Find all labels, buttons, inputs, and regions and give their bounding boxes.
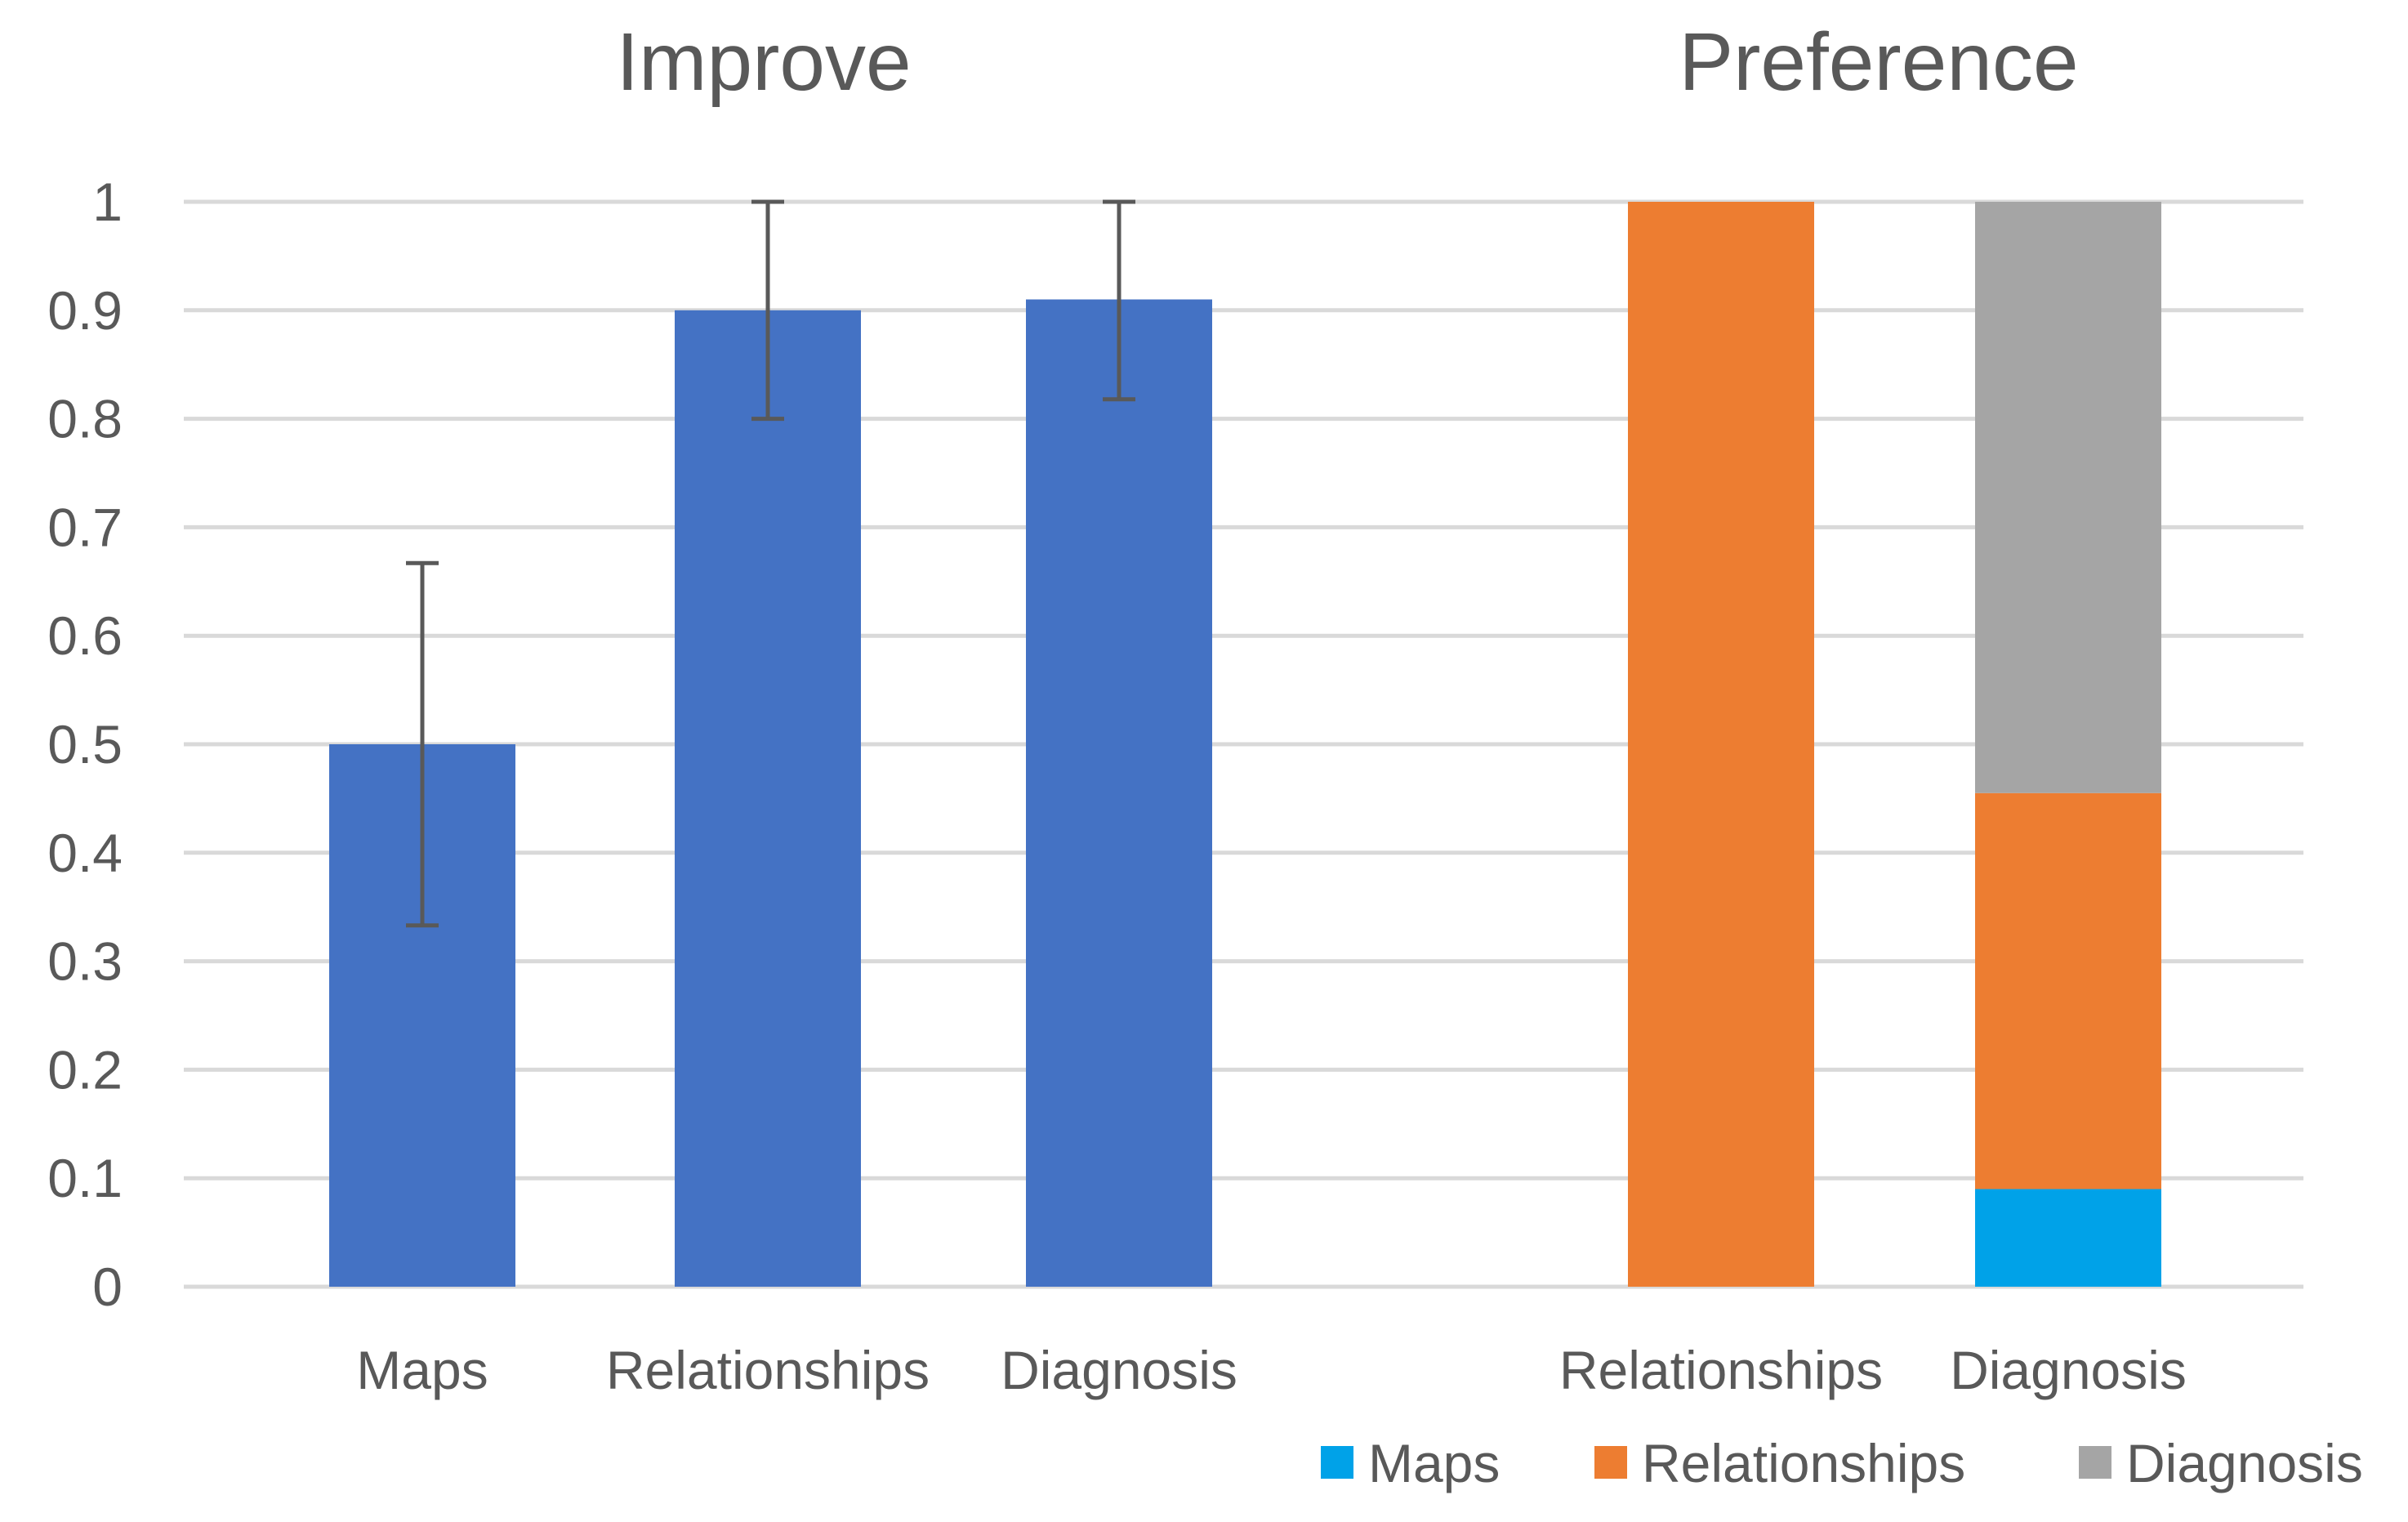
y-axis-ticks: 0 0.1 0.2 0.3 0.4 0.5 0.6 0.7 0.8 0.9 1 <box>47 172 123 1317</box>
improve-category-label: Diagnosis <box>1001 1340 1237 1400</box>
preference-bars <box>1628 202 2161 1287</box>
y-tick-label: 0.5 <box>47 714 123 774</box>
y-tick-label: 0.1 <box>47 1148 123 1208</box>
legend-label: Diagnosis <box>2126 1433 2363 1493</box>
legend-swatch <box>1594 1446 1627 1479</box>
y-tick-label: 0.2 <box>47 1039 123 1100</box>
preference-bar-relationships-relationships <box>1628 202 1814 1287</box>
y-tick-label: 0.9 <box>47 280 123 341</box>
improve-bar-relationships <box>675 310 861 1287</box>
category-labels: Maps Relationships Diagnosis Relationships D… <box>356 1340 2187 1400</box>
y-tick-label: 0.6 <box>47 605 123 666</box>
improve-chart-title: Improve <box>616 16 911 108</box>
preference-bar-diagnosis-maps <box>1975 1189 2161 1287</box>
error-bar-maps <box>406 560 439 928</box>
legend: Maps Relationships Diagnosis <box>1321 1433 2363 1493</box>
legend-swatch <box>1321 1446 1353 1479</box>
y-tick-label: 0 <box>92 1256 123 1317</box>
y-tick-label: 0.3 <box>47 931 123 992</box>
preference-bar-diagnosis-relationships <box>1975 792 2161 1189</box>
error-bar-relationships <box>751 199 784 422</box>
error-bar-diagnosis <box>1103 199 1135 402</box>
legend-label: Relationships <box>1642 1433 1965 1493</box>
gridlines <box>184 199 2303 1289</box>
preference-category-label: Diagnosis <box>1950 1340 2187 1400</box>
improve-category-label: Relationships <box>606 1340 930 1400</box>
y-tick-label: 1 <box>92 172 123 232</box>
y-tick-label: 0.8 <box>47 389 123 449</box>
improve-bars <box>329 299 1212 1287</box>
y-tick-label: 0.7 <box>47 497 123 557</box>
legend-label: Maps <box>1368 1433 1500 1493</box>
legend-item-relationships: Relationships <box>1594 1433 1965 1493</box>
legend-swatch <box>2079 1446 2111 1479</box>
legend-item-diagnosis: Diagnosis <box>2079 1433 2363 1493</box>
legend-item-maps: Maps <box>1321 1433 1500 1493</box>
preference-category-label: Relationships <box>1559 1340 1883 1400</box>
preference-chart-title: Preference <box>1679 16 2078 108</box>
improve-category-label: Maps <box>356 1340 488 1400</box>
y-tick-label: 0.4 <box>47 823 123 883</box>
preference-bar-diagnosis-diagnosis <box>1975 202 2161 793</box>
improve-bar-diagnosis <box>1026 299 1212 1287</box>
improve-error-bars <box>406 199 1135 928</box>
